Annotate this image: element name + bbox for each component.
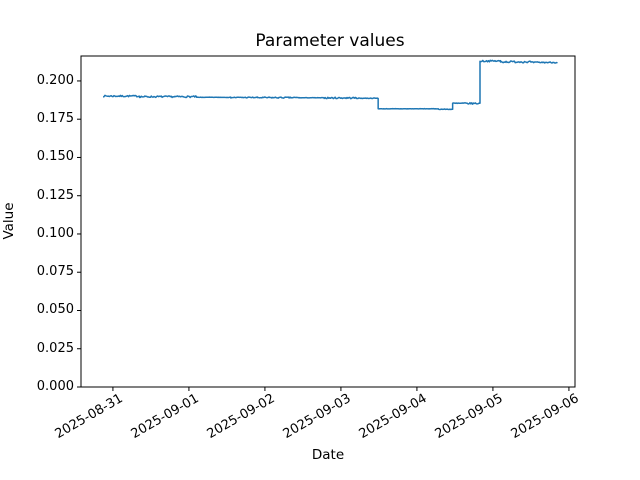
y-tick-label: 0.200 bbox=[36, 72, 74, 88]
y-tick-label: 0.000 bbox=[36, 379, 74, 394]
chart-title: Parameter values bbox=[255, 31, 405, 51]
axes bbox=[77, 55, 576, 391]
y-tick-label: 0.150 bbox=[36, 149, 74, 165]
data-line bbox=[102, 59, 558, 111]
axes-frame bbox=[80, 55, 576, 388]
y-tick-label: 0.125 bbox=[36, 187, 74, 203]
y-tick-label: 0.050 bbox=[36, 302, 74, 318]
x-axis-label: Date bbox=[311, 447, 345, 463]
y-tick-label: 0.175 bbox=[36, 111, 74, 127]
y-tick-label: 0.025 bbox=[36, 340, 74, 356]
y-tick-label: 0.100 bbox=[36, 225, 74, 241]
y-tick-label: 0.075 bbox=[36, 264, 74, 280]
